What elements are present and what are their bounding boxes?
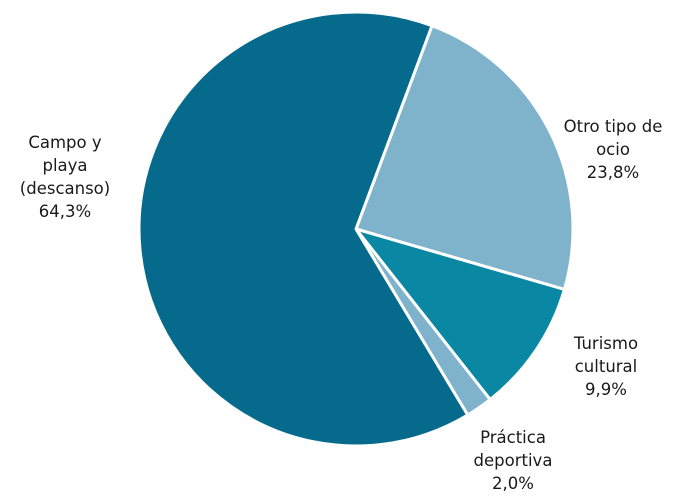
- pie-slices: [137, 10, 575, 448]
- slice-category-label: ocio: [596, 140, 630, 159]
- pie-labels: Otro tipo de ocio 23,8% Turismo cultural 9,9%…: [20, 117, 663, 493]
- pie-slice-3: [137, 10, 470, 448]
- pie-slice-0: [354, 24, 575, 291]
- pie-slice-1: [354, 227, 566, 402]
- slice-category-label: (descanso): [20, 179, 110, 198]
- slice-label-1: Turismo cultural 9,9%: [573, 334, 638, 399]
- slice-value-label: 9,9%: [585, 380, 627, 399]
- slice-category-label: deportiva: [474, 451, 553, 470]
- slice-category-label: Otro tipo de: [564, 117, 663, 136]
- slice-category-label: Turismo: [573, 334, 638, 353]
- slice-label-0: Otro tipo de ocio 23,8%: [564, 117, 663, 182]
- slice-category-label: Práctica: [480, 428, 546, 447]
- slice-category-label: Campo y: [28, 133, 102, 152]
- slice-category-label: playa: [42, 156, 87, 175]
- slice-category-label: cultural: [575, 357, 638, 376]
- slice-value-label: 23,8%: [587, 163, 639, 182]
- slice-label-3: Campo y playa (descanso) 64,3%: [20, 133, 110, 221]
- slice-value-label: 64,3%: [39, 202, 91, 221]
- slice-label-2: Práctica deportiva 2,0%: [474, 428, 553, 493]
- slice-value-label: 2,0%: [492, 474, 534, 493]
